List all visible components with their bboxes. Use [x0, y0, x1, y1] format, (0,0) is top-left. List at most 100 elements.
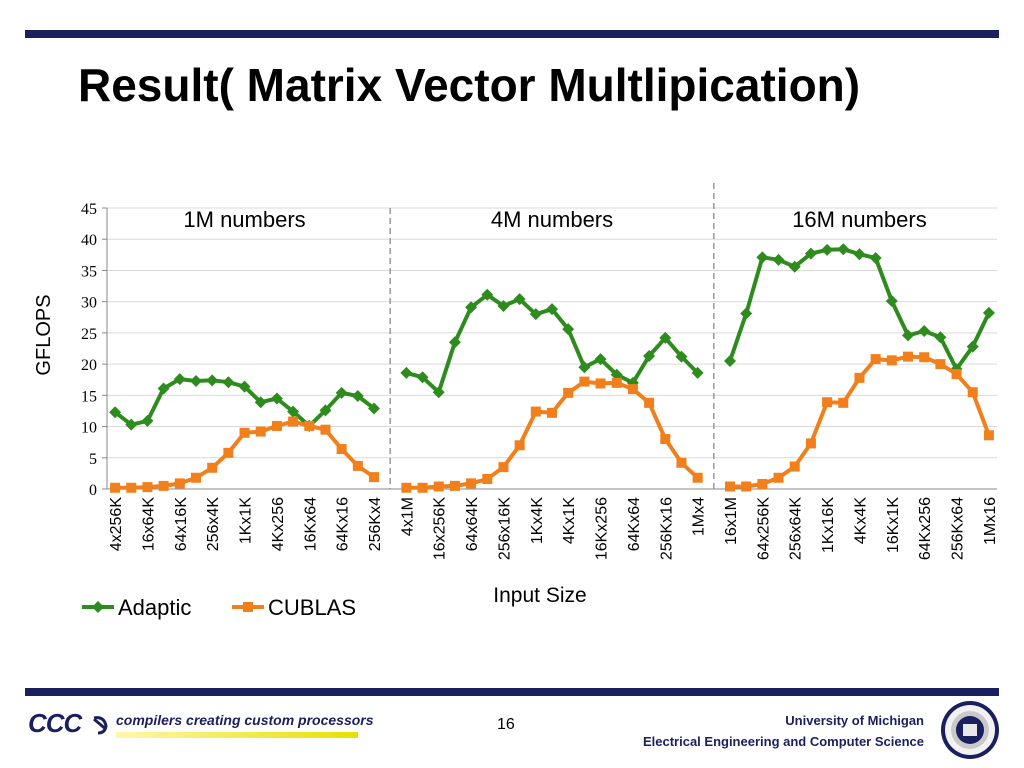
x-tick-label: 16Kx64 [302, 497, 319, 551]
x-tick-label: 256Kx16 [658, 497, 675, 560]
x-tick-label: 64x64K [464, 497, 481, 552]
department-name: Electrical Engineering and Computer Scie… [642, 734, 924, 749]
cublas-point [110, 482, 121, 493]
cublas-point [174, 478, 185, 489]
adaptic-point [351, 389, 364, 402]
adaptic-point [546, 303, 558, 316]
legend-square-icon [243, 602, 253, 612]
cublas-point [255, 426, 266, 437]
x-tick-label: 256x4K [205, 497, 222, 552]
x-tick-label: 64Kx256 [917, 497, 934, 560]
top-rule [25, 30, 999, 38]
x-tick-label: 64Kx64 [626, 497, 643, 551]
x-tick-label: 16x1M [723, 497, 740, 545]
adaptic-point [497, 300, 510, 313]
adaptic-point [821, 243, 834, 256]
adaptic-point [109, 406, 122, 419]
cublas-point [967, 387, 978, 398]
cublas-point [611, 377, 622, 388]
cublas-point [433, 481, 444, 492]
adaptic-point [982, 306, 995, 319]
cublas-line [406, 379, 699, 490]
x-tick-label: 16Kx256 [594, 497, 611, 560]
tagline: compilers creating custom processors [116, 712, 374, 728]
cublas-point [838, 397, 849, 408]
adaptic-point [529, 308, 542, 321]
university-seal-icon [941, 701, 999, 759]
labels: 0 5 10 15 20 25 30 35 40 45 1M numbers 4x256K 16x64K… [81, 201, 999, 560]
cublas-point [805, 438, 816, 449]
adaptic-point [643, 349, 656, 362]
cublas-point [126, 482, 137, 493]
adaptic-point [173, 373, 186, 386]
legend-label: Adaptic [118, 595, 191, 620]
adaptic-point [853, 248, 866, 261]
x-tick-label: 256Kx4 [367, 497, 384, 551]
adaptic-point [756, 251, 769, 264]
y-axis-label: GFLOPS [33, 294, 55, 375]
logo-text: CCC [28, 708, 82, 738]
page-number: 16 [497, 716, 515, 733]
adaptic-point [659, 331, 672, 344]
adaptic-point [869, 251, 882, 264]
legend-label: CUBLAS [268, 595, 356, 620]
x-tick-label: 256Kx64 [950, 497, 967, 560]
x-tick-label: 16x256K [432, 497, 449, 560]
cublas-point [741, 481, 752, 492]
adaptic-point [772, 253, 785, 266]
cublas-point [951, 369, 962, 380]
hammer-sickle-icon [92, 716, 108, 735]
adaptic-point [416, 371, 429, 384]
adaptic-point [513, 293, 526, 306]
adaptic-point [190, 374, 202, 387]
adaptic-point [400, 366, 413, 379]
adaptic-point [934, 331, 947, 344]
x-tick-label: 4Kx4K [852, 497, 869, 544]
adaptic-point [206, 374, 219, 387]
adaptic-point [448, 336, 461, 349]
line-chart: 0 5 10 15 20 25 30 35 40 45 1M numbers 4x256K 16x64K… [33, 183, 999, 620]
adaptic-point [432, 386, 445, 399]
x-tick-label: 1Kx16K [820, 497, 837, 553]
adaptic-point [335, 386, 348, 399]
adaptic-point [578, 361, 591, 374]
adaptic-point [885, 295, 898, 308]
adaptic-point [141, 414, 154, 427]
cublas-point [773, 472, 784, 483]
cublas-point [644, 397, 655, 408]
adaptic-line [728, 247, 991, 372]
x-tick-label: 64x16K [173, 497, 190, 552]
cublas-point [530, 406, 541, 417]
cublas-point [822, 397, 833, 408]
cublas-point [449, 480, 460, 491]
y-tick-label: 40 [81, 232, 97, 249]
adaptic-point [594, 353, 607, 366]
cublas-point [870, 354, 881, 365]
axes [102, 207, 997, 490]
adaptic-point [254, 396, 267, 409]
cublas-point [547, 407, 557, 418]
cublas-point [239, 427, 250, 438]
cublas-point [579, 376, 590, 387]
x-tick-label: 4Kx1K [561, 497, 578, 544]
adaptic-point [562, 323, 575, 336]
adaptic-point [481, 288, 494, 301]
cublas-point [983, 430, 994, 441]
cublas-point [692, 472, 703, 483]
y-tick-label: 35 [81, 263, 97, 280]
y-tick-label: 10 [81, 420, 97, 437]
adaptic-point [740, 307, 753, 320]
cublas-point [369, 472, 379, 483]
x-tick-label: 1Kx1K [238, 497, 255, 544]
cublas-point [854, 372, 865, 383]
cublas-point [886, 355, 897, 366]
adaptic-point [465, 301, 478, 314]
x-tick-label: 16Kx1K [885, 497, 902, 553]
adaptic-point [691, 366, 704, 379]
x-tick-label: 16x64K [140, 497, 157, 552]
cublas-point [304, 420, 315, 431]
cublas-point [288, 416, 299, 427]
adaptic-point [368, 402, 380, 415]
x-tick-label: 4x1M [399, 497, 416, 536]
x-tick-label: 256x64K [788, 497, 805, 560]
